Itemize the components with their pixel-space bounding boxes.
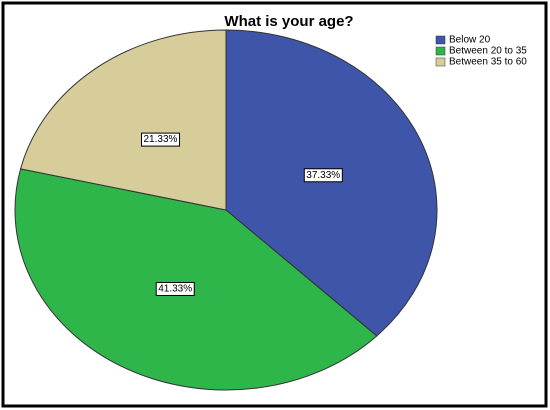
chart-title: What is your age? [224,13,353,30]
legend-label: Between 20 to 35 [449,46,527,57]
data-label: 21.33% [144,134,178,145]
data-label: 41.33% [158,284,192,295]
pie-slice [225,29,438,337]
legend-swatch [435,46,446,56]
data-label-box [303,168,343,183]
pie-slice [14,168,378,391]
data-label-box [141,132,181,147]
legend-swatch [435,35,446,45]
data-label: 37.33% [306,170,340,181]
legend-swatch [435,57,446,67]
pie-slice [19,29,227,211]
legend-label: Between 35 to 60 [449,57,527,68]
legend-label: Below 20 [449,35,491,46]
data-label-box [155,282,195,297]
